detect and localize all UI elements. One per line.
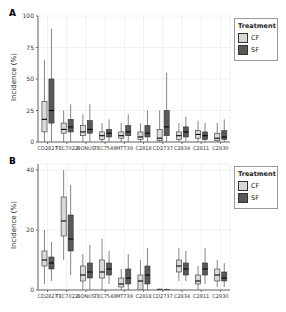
svg-text:40: 40: [26, 166, 34, 173]
html-text:Treatment: Treatment: [238, 170, 276, 178]
svg-text:BONUS: BONUS: [77, 293, 95, 299]
svg-text:CD2827: CD2827: [37, 292, 58, 299]
svg-text:C2811: C2811: [193, 145, 209, 151]
svg-text:CD2827: CD2827: [37, 144, 58, 151]
svg-text:C2834: C2834: [174, 145, 190, 151]
svg-text:C2811: C2811: [193, 293, 209, 299]
svg-text:TEC7022: TEC7022: [55, 293, 78, 299]
html-text:SF: SF: [251, 194, 259, 202]
svg-text:C2818: C2818: [135, 293, 151, 299]
svg-text:C2834: C2834: [174, 293, 190, 299]
svg-text:MT739: MT739: [116, 293, 133, 299]
html-text:A: A: [9, 8, 16, 18]
svg-text:0: 0: [30, 286, 34, 293]
html-text:Treatment: Treatment: [238, 22, 276, 30]
svg-text:100: 100: [23, 12, 35, 19]
svg-text:Incidence (%): Incidence (%): [10, 53, 18, 101]
svg-text:MT739: MT739: [116, 145, 133, 151]
svg-text:TEC7022: TEC7022: [55, 145, 78, 151]
html-text:CF: CF: [251, 182, 260, 190]
html-text:SF: SF: [251, 46, 259, 54]
svg-text:TEC7548: TEC7548: [93, 293, 116, 299]
svg-text:20: 20: [26, 226, 34, 233]
svg-text:BONUS: BONUS: [77, 145, 95, 151]
svg-text:C2830: C2830: [212, 145, 228, 151]
svg-text:50: 50: [26, 75, 34, 82]
svg-text:Incidence (%): Incidence (%): [10, 201, 18, 249]
svg-text:TEC7548: TEC7548: [93, 145, 116, 151]
svg-text:0: 0: [30, 138, 34, 145]
svg-text:25: 25: [26, 107, 34, 114]
html-text:CF: CF: [251, 34, 260, 42]
svg-text:C2830: C2830: [212, 293, 228, 299]
svg-text:CD2737: CD2737: [153, 145, 173, 151]
svg-text:75: 75: [26, 44, 34, 51]
svg-text:CD2737: CD2737: [153, 293, 173, 299]
html-text:B: B: [9, 156, 16, 166]
svg-text:C2818: C2818: [135, 145, 151, 151]
